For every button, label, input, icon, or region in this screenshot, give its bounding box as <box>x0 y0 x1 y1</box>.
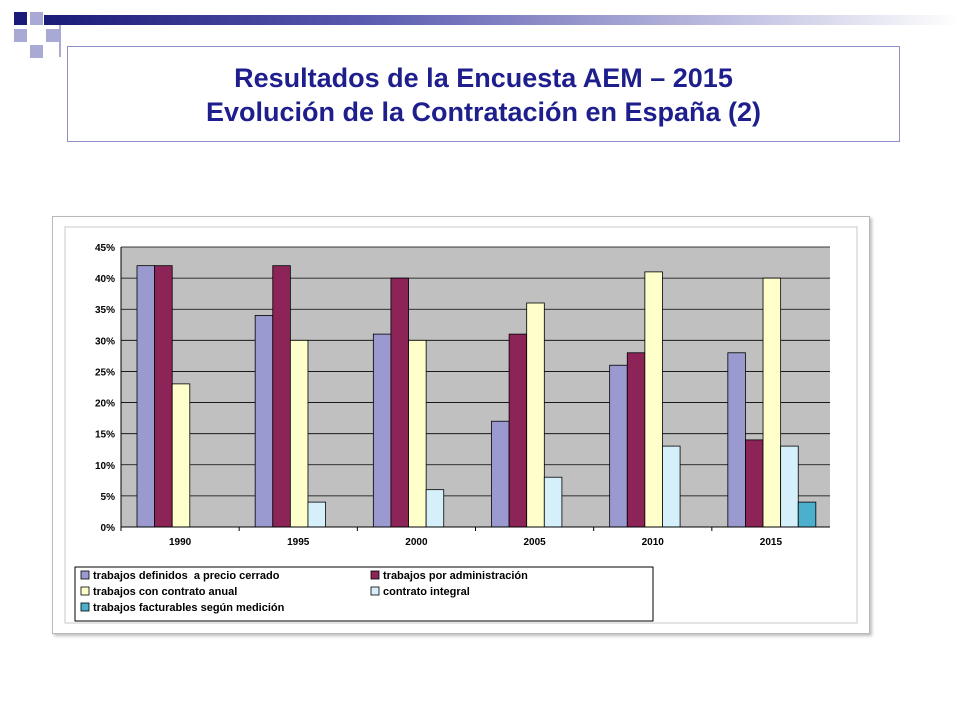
slide-title-line2: Evolución de la Contratación en España (… <box>205 97 762 127</box>
deco-gradient-bar <box>44 15 960 25</box>
bar <box>408 339 427 528</box>
bar <box>171 383 191 528</box>
bar <box>372 333 392 528</box>
bar <box>425 489 445 528</box>
x-tick-label: 2005 <box>523 537 546 548</box>
deco-vertical-line <box>59 25 61 57</box>
y-tick-label: 10% <box>95 461 115 472</box>
y-tick-label: 35% <box>95 305 115 316</box>
x-tick-label: 2000 <box>405 537 428 548</box>
bar <box>543 476 563 528</box>
bar <box>254 315 274 528</box>
bar-chart: 0% 5% 10% 15% 20% 25% 30% 35% 40% 45% 1990 1995 2000… <box>64 226 858 624</box>
chart-frame: 0% 5% 10% 15% 20% 25% 30% 35% 40% 45% 1990 1995 2000… <box>52 216 870 634</box>
bars <box>136 265 817 528</box>
bar <box>626 352 646 528</box>
legend-swatch <box>80 602 90 612</box>
deco-square-light-4 <box>30 45 43 58</box>
legend-swatch <box>370 586 380 596</box>
bar <box>272 265 291 528</box>
x-tick-label: 2010 <box>642 537 665 548</box>
x-tick-label: 1990 <box>169 537 192 548</box>
y-tick-label: 15% <box>95 430 115 441</box>
y-tick-label: 0% <box>101 523 116 534</box>
bar <box>136 265 156 528</box>
legend-swatch <box>80 586 90 596</box>
deco-square-light-2 <box>14 29 27 42</box>
y-tick-label: 25% <box>95 367 115 378</box>
bar <box>780 445 799 528</box>
bar <box>390 277 409 528</box>
deco-square-light-3 <box>46 29 59 42</box>
legend-label: contrato integral <box>383 586 470 598</box>
bar <box>797 501 817 528</box>
bar <box>526 302 545 528</box>
y-tick-label: 45% <box>95 243 115 254</box>
bar <box>762 277 782 528</box>
y-tick-label: 30% <box>95 336 115 347</box>
bar <box>154 265 173 528</box>
axes: 0% 5% 10% 15% 20% 25% 30% 35% 40% 45% 1990 1995 2000… <box>95 243 830 548</box>
bar <box>491 420 510 528</box>
bar <box>727 352 746 528</box>
plot-area <box>121 247 830 527</box>
legend-box <box>74 566 654 622</box>
bar <box>307 501 326 528</box>
bar <box>609 364 628 528</box>
bar <box>644 271 663 528</box>
legend-swatch <box>370 570 380 580</box>
bar <box>289 339 309 528</box>
legend-label: trabajos facturables según medición <box>93 602 285 614</box>
y-tick-label: 40% <box>95 274 115 285</box>
bar <box>508 333 528 528</box>
legend-swatch <box>80 570 90 580</box>
slide-title-line1: Resultados de la Encuesta AEM – 2015 <box>234 63 733 93</box>
deco-square-navy-1 <box>14 12 27 25</box>
y-tick-label: 5% <box>101 492 116 503</box>
legend-label: trabajos con contrato anual <box>93 586 237 598</box>
deco-square-light-1 <box>30 12 43 25</box>
legend-label: trabajos por administración <box>383 570 528 582</box>
bar <box>745 439 764 528</box>
legend: trabajos definidos a precio cerrado traba… <box>74 566 654 622</box>
legend-label: trabajos definidos a precio cerrado <box>93 570 280 582</box>
x-tick-label: 1995 <box>287 537 310 548</box>
title-box: Resultados de la Encuesta AEM – 2015 Evo… <box>67 46 900 142</box>
bar <box>662 445 681 528</box>
y-tick-label: 20% <box>95 399 115 410</box>
x-tick-label: 2015 <box>760 537 783 548</box>
